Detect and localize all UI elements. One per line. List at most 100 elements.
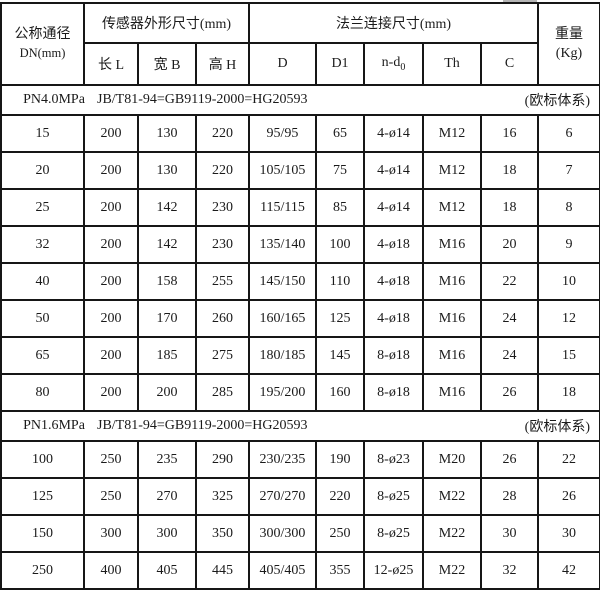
- standard-system-note: (欧标体系): [524, 420, 590, 435]
- spec-cell: 6: [537, 114, 600, 153]
- spec-cell: 445: [195, 551, 250, 590]
- spec-cell: M16: [422, 373, 482, 412]
- header-nominal-diameter-cn: 公称通径: [14, 27, 71, 42]
- spec-cell: 20: [480, 225, 539, 264]
- spec-cell: 270: [137, 477, 197, 516]
- spec-cell: 220: [315, 477, 365, 516]
- spec-cell: M12: [422, 188, 482, 227]
- spec-cell: 300: [137, 514, 197, 553]
- spec-cell: 4-ø18: [363, 299, 424, 338]
- table-row: 15 200 130 220 95/95 65 4-ø14 M12 16 6: [0, 114, 600, 153]
- spec-cell: 250: [83, 440, 139, 479]
- spec-cell: 250: [83, 477, 139, 516]
- pressure-section-cell: PN4.0MPa JB/T81-94=GB9119-2000=HG20593 (欧标…: [0, 84, 600, 116]
- spec-cell: 15: [537, 336, 600, 375]
- spec-cell: 24: [480, 336, 539, 375]
- spec-cell: 26: [537, 477, 600, 516]
- table-row: 250 400 405 445 405/405 355 12-ø25 M22 32 42: [0, 551, 600, 590]
- spec-cell: 18: [480, 188, 539, 227]
- spec-cell: M16: [422, 336, 482, 375]
- header-weight: 重量 (Kg): [537, 2, 600, 86]
- header-flange-dimensions-group: 法兰连接尺寸(mm): [248, 2, 539, 44]
- spec-cell: 85: [315, 188, 365, 227]
- table-row: 50 200 170 260 160/165 125 4-ø18 M16 24 12: [0, 299, 600, 338]
- spec-cell: 26: [480, 440, 539, 479]
- spec-cell: M20: [422, 440, 482, 479]
- spec-cell: 65: [0, 336, 85, 375]
- spec-cell: M12: [422, 151, 482, 190]
- spec-cell: 4-ø14: [363, 188, 424, 227]
- spec-cell: 100: [0, 440, 85, 479]
- spec-cell: M22: [422, 477, 482, 516]
- spec-cell: 325: [195, 477, 250, 516]
- spec-cell: 290: [195, 440, 250, 479]
- pressure-rating-label: PN1.6MPa: [23, 418, 85, 433]
- spec-cell: 26: [480, 373, 539, 412]
- spec-cell: 95/95: [248, 114, 317, 153]
- spec-cell: 405/405: [248, 551, 317, 590]
- standard-system-note: (欧标体系): [524, 94, 590, 109]
- spec-cell: 185: [137, 336, 197, 375]
- spec-cell: 75: [315, 151, 365, 190]
- spec-cell: 190: [315, 440, 365, 479]
- header-col-d: D: [248, 42, 317, 86]
- spec-cell: M22: [422, 514, 482, 553]
- header-col-d1: D1: [315, 42, 365, 86]
- table-row: 25 200 142 230 115/115 85 4-ø14 M12 18 8: [0, 188, 600, 227]
- spec-cell: 130: [137, 114, 197, 153]
- spec-cell: 180/185: [248, 336, 317, 375]
- spec-cell: 65: [315, 114, 365, 153]
- spec-cell: 230/235: [248, 440, 317, 479]
- spec-cell: 160: [315, 373, 365, 412]
- spec-cell: 80: [0, 373, 85, 412]
- spec-cell: 200: [137, 373, 197, 412]
- spec-cell: 42: [537, 551, 600, 590]
- table-row: 65 200 185 275 180/185 145 8-ø18 M16 24 15: [0, 336, 600, 375]
- header-weight-unit: (Kg): [555, 46, 583, 61]
- spec-cell: 160/165: [248, 299, 317, 338]
- spec-cell: 125: [0, 477, 85, 516]
- spec-cell: 8-ø18: [363, 373, 424, 412]
- pressure-section-content: PN1.6MPa JB/T81-94=GB9119-2000=HG20593 (欧标…: [3, 416, 598, 436]
- spec-cell: 8-ø25: [363, 477, 424, 516]
- spec-cell: 200: [83, 299, 139, 338]
- spec-cell: 25: [0, 188, 85, 227]
- pressure-section-cell: PN1.6MPa JB/T81-94=GB9119-2000=HG20593 (欧标…: [0, 410, 600, 442]
- header-row-2: 长 L 宽 B 高 H D D1 n-d0 Th C: [1, 42, 600, 86]
- spec-cell: 32: [0, 225, 85, 264]
- spec-cell: 230: [195, 225, 250, 264]
- spec-cell: 8: [537, 188, 600, 227]
- spec-cell: 4-ø14: [363, 151, 424, 190]
- spec-cell: 170: [137, 299, 197, 338]
- spec-cell: 15: [0, 114, 85, 153]
- pressure-section-row: PN4.0MPa JB/T81-94=GB9119-2000=HG20593 (欧标…: [0, 84, 600, 116]
- spec-cell: 22: [537, 440, 600, 479]
- spec-cell: 142: [137, 225, 197, 264]
- spec-cell: 300/300: [248, 514, 317, 553]
- spec-cell: 235: [137, 440, 197, 479]
- standard-reference-label: JB/T81-94=GB9119-2000=HG20593: [97, 92, 308, 107]
- spec-cell: 110: [315, 262, 365, 301]
- standard-reference-label: JB/T81-94=GB9119-2000=HG20593: [97, 418, 308, 433]
- spec-cell: 275: [195, 336, 250, 375]
- table-row: 40 200 158 255 145/150 110 4-ø18 M16 22 10: [0, 262, 600, 301]
- header-col-nd0: n-d0: [363, 42, 424, 86]
- header-col-nd0-subscript: 0: [400, 61, 406, 73]
- spec-cell: 32: [480, 551, 539, 590]
- spec-cell: 16: [480, 114, 539, 153]
- spec-cell: 4-ø18: [363, 225, 424, 264]
- spec-cell: 115/115: [248, 188, 317, 227]
- spec-cell: 200: [83, 225, 139, 264]
- spec-cell: 200: [83, 188, 139, 227]
- pressure-section-content: PN4.0MPa JB/T81-94=GB9119-2000=HG20593 (欧标…: [3, 90, 598, 110]
- spec-cell: 135/140: [248, 225, 317, 264]
- spec-cell: 125: [315, 299, 365, 338]
- spec-cell: 130: [137, 151, 197, 190]
- table-row: 80 200 200 285 195/200 160 8-ø18 M16 26 18: [0, 373, 600, 412]
- spec-cell: 260: [195, 299, 250, 338]
- spec-cell: M16: [422, 299, 482, 338]
- spec-cell: 200: [83, 262, 139, 301]
- table-row: 32 200 142 230 135/140 100 4-ø18 M16 20 9: [0, 225, 600, 264]
